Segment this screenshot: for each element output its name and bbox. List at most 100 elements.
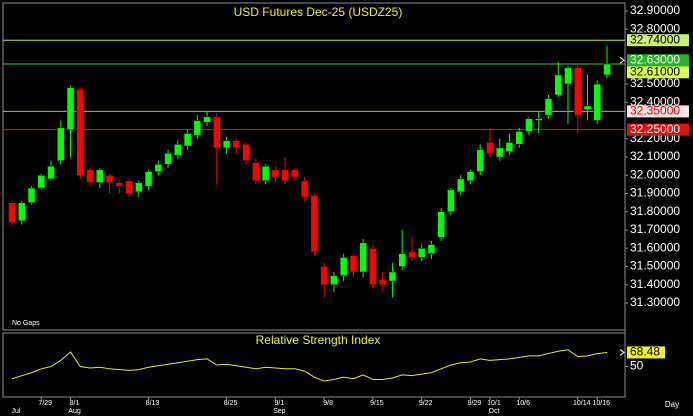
rsi-title: Relative Strength Index <box>256 333 381 347</box>
candle-body <box>125 180 133 194</box>
x-tick-label: 10/1 <box>487 400 501 407</box>
y-tick-label: 31.60000 <box>630 240 680 254</box>
candle-body <box>427 244 436 254</box>
candle-body <box>310 195 319 253</box>
candle-body <box>369 248 377 285</box>
x-tick-label: 10/6 <box>516 400 530 407</box>
y-tick-label: 32.50000 <box>630 76 680 90</box>
candle-body <box>105 175 114 183</box>
candle-body <box>339 257 348 276</box>
candle-body <box>183 133 192 147</box>
candle-body <box>76 89 85 176</box>
price-label-box <box>627 34 689 47</box>
candle-body <box>330 275 338 285</box>
candle-body <box>57 127 65 161</box>
candle-body <box>554 74 562 96</box>
candle-body <box>213 116 221 149</box>
candle-body <box>378 279 387 285</box>
candle-body <box>300 180 309 198</box>
x-tick-label: 8/13 <box>146 400 160 407</box>
candle-body <box>573 67 582 116</box>
y-tick-label: 32.80000 <box>630 21 680 35</box>
candle-body <box>252 162 260 181</box>
rsi-panel <box>2 332 626 398</box>
candle-body <box>144 171 153 187</box>
x-month-label: Aug <box>68 408 81 415</box>
candle-body <box>37 175 46 189</box>
price-label: 32.25000 <box>630 122 680 136</box>
candle-body <box>271 169 280 178</box>
candle-body <box>115 182 124 187</box>
candle-body <box>534 118 543 121</box>
y-tick-label: 31.30000 <box>630 295 680 309</box>
candle-body <box>447 189 455 213</box>
candle-body <box>476 149 484 172</box>
x-tick-label: 8/25 <box>224 400 238 407</box>
candle-body <box>47 165 55 180</box>
candle-body <box>291 169 299 178</box>
candle-body <box>135 182 143 192</box>
candle-body <box>203 116 211 123</box>
candle-body <box>349 255 358 273</box>
rsi-label-box <box>627 346 665 359</box>
x-month-label: Sep <box>273 408 286 415</box>
last-price-arrow <box>619 56 625 64</box>
candle-body <box>515 131 523 145</box>
y-tick-label: 32.40000 <box>630 94 680 108</box>
candle-body <box>417 248 426 258</box>
note: No Gaps <box>12 320 40 327</box>
candle-body <box>525 118 533 132</box>
candle-body <box>437 211 445 238</box>
candle-body <box>86 169 94 183</box>
candle-body <box>456 178 465 192</box>
candle-body <box>174 143 182 156</box>
candle-body <box>359 242 367 273</box>
candle-body <box>320 266 328 285</box>
y-tick-label: 32.10000 <box>630 149 680 163</box>
candle-body <box>593 83 601 121</box>
price-label: 32.63000 <box>630 52 680 66</box>
price-label-box <box>627 66 689 79</box>
price-label: 32.35000 <box>630 104 680 118</box>
y-tick-label: 32.00000 <box>630 167 680 181</box>
candle-body <box>222 140 231 149</box>
candle-body <box>495 147 504 158</box>
rsi-line <box>11 349 608 382</box>
x-axis-label: Day <box>665 400 679 409</box>
candle-body <box>603 63 611 76</box>
candle-body <box>583 105 592 110</box>
candle-body <box>66 87 75 130</box>
x-month-label: Oct <box>489 408 500 415</box>
candle-body <box>154 164 163 172</box>
candle-body <box>18 202 26 222</box>
x-tick-label: 9/15 <box>370 400 384 407</box>
candle-body <box>408 251 416 258</box>
x-month-label: Jul <box>12 408 21 415</box>
candle-body <box>27 187 36 203</box>
x-tick-label: 8/1 <box>70 400 80 407</box>
x-tick-label: 10/14 <box>573 400 591 407</box>
x-tick-label: 9/8 <box>323 400 333 407</box>
y-tick-label: 31.90000 <box>630 186 680 200</box>
candle-body <box>193 120 202 136</box>
y-tick-label: 50 <box>630 359 644 373</box>
x-tick-label: 7/29 <box>38 400 52 407</box>
x-tick-label: 9/29 <box>468 400 482 407</box>
candle-body <box>486 142 494 154</box>
x-tick-label: 10/16 <box>592 400 610 407</box>
y-tick-label: 31.40000 <box>630 277 680 291</box>
candle-body <box>564 67 572 85</box>
price-label-box <box>627 123 689 136</box>
x-tick-label: 9/1 <box>274 400 284 407</box>
y-tick-label: 31.80000 <box>630 204 680 218</box>
chart-title: USD Futures Dec-25 (USDZ25) <box>234 5 403 19</box>
candle-body <box>466 171 475 181</box>
y-tick-label: 31.50000 <box>630 259 680 273</box>
candle-body <box>232 140 241 149</box>
candle-body <box>242 143 250 161</box>
price-label-box <box>627 105 689 118</box>
price-panel <box>2 2 626 331</box>
rsi-last-label: 68.48 <box>630 345 660 359</box>
